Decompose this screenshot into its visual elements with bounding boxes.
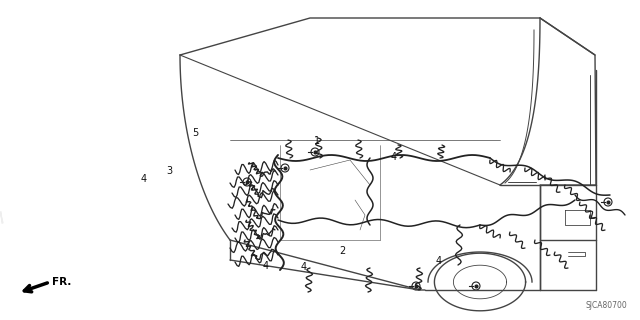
Text: 4: 4 [262, 260, 269, 271]
Text: SJCA80700: SJCA80700 [586, 301, 627, 310]
Text: 4: 4 [435, 256, 442, 266]
Text: FR.: FR. [52, 277, 72, 287]
Text: 4: 4 [301, 262, 307, 272]
Text: 2: 2 [339, 246, 346, 256]
Text: 4: 4 [390, 152, 397, 162]
Text: 1: 1 [314, 136, 320, 146]
Text: 3: 3 [166, 166, 173, 176]
Text: 5: 5 [192, 128, 198, 138]
Polygon shape [0, 212, 3, 223]
Text: 4: 4 [141, 174, 147, 184]
